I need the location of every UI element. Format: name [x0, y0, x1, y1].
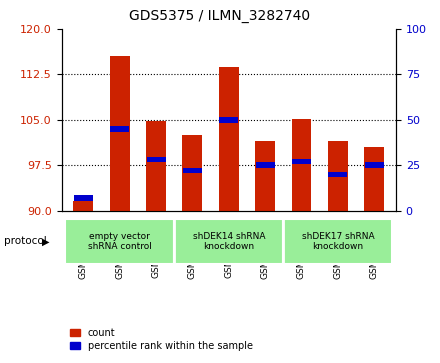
- Bar: [183, 135, 202, 211]
- Bar: [147, 157, 165, 162]
- Bar: [255, 141, 275, 211]
- Bar: [328, 141, 348, 211]
- Bar: [292, 119, 312, 211]
- Text: protocol: protocol: [4, 236, 47, 246]
- Bar: [256, 162, 275, 168]
- Bar: [292, 159, 311, 164]
- Bar: [365, 162, 384, 168]
- Bar: [283, 219, 392, 264]
- Text: GDS5375 / ILMN_3282740: GDS5375 / ILMN_3282740: [129, 9, 311, 23]
- Text: shDEK17 shRNA
knockdown: shDEK17 shRNA knockdown: [301, 232, 374, 251]
- Bar: [219, 117, 238, 122]
- Text: shDEK14 shRNA
knockdown: shDEK14 shRNA knockdown: [193, 232, 265, 251]
- Bar: [73, 201, 93, 211]
- Bar: [219, 66, 239, 211]
- Bar: [364, 147, 384, 211]
- Bar: [110, 126, 129, 131]
- Bar: [174, 219, 283, 264]
- Text: ▶: ▶: [42, 236, 50, 246]
- Bar: [328, 171, 347, 177]
- Legend: count, percentile rank within the sample: count, percentile rank within the sample: [66, 324, 257, 355]
- Bar: [146, 121, 166, 211]
- Bar: [183, 168, 202, 173]
- Bar: [110, 56, 130, 211]
- Bar: [74, 195, 93, 200]
- Text: empty vector
shRNA control: empty vector shRNA control: [88, 232, 152, 251]
- Bar: [65, 219, 174, 264]
